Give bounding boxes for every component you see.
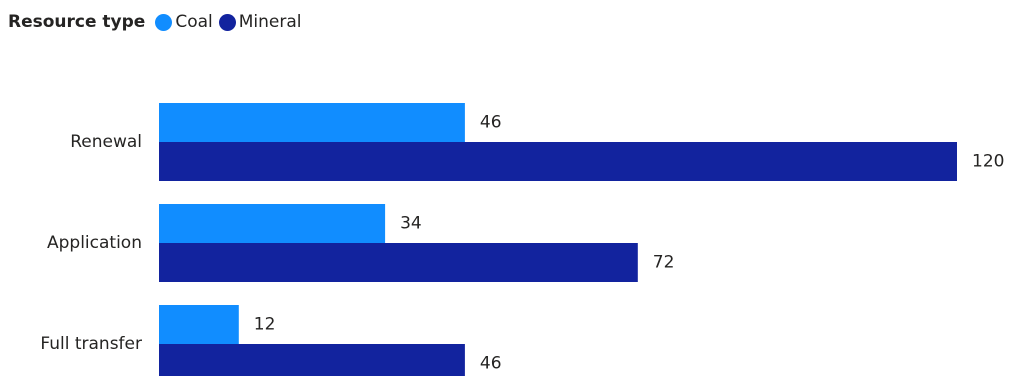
- data-label: 12: [254, 315, 276, 335]
- bar-coal[interactable]: [159, 103, 465, 142]
- category-label: Renewal: [70, 132, 142, 152]
- legend-coal-dot: [155, 13, 173, 31]
- data-label: 72: [653, 253, 675, 273]
- legend: Resource type Coal Mineral: [8, 8, 308, 36]
- legend-label-mineral: Mineral: [238, 12, 302, 32]
- bar-mineral[interactable]: [159, 142, 957, 181]
- bar-mineral[interactable]: [159, 243, 638, 282]
- category-label: Full transfer: [40, 334, 142, 354]
- bar-mineral[interactable]: [159, 344, 465, 376]
- bar-coal[interactable]: [159, 305, 239, 344]
- category-label: Application: [47, 233, 142, 253]
- legend-item-mineral[interactable]: Mineral: [218, 12, 302, 32]
- legend-item-coal[interactable]: Coal: [155, 12, 213, 32]
- data-label: 46: [480, 354, 502, 374]
- bar-coal[interactable]: [159, 204, 386, 243]
- legend-label-coal: Coal: [175, 12, 213, 32]
- legend-title: Resource type: [8, 12, 146, 32]
- data-label: 34: [400, 214, 422, 234]
- legend-mineral-dot: [218, 13, 236, 31]
- data-label: 120: [972, 152, 1004, 172]
- data-label: 46: [480, 113, 502, 133]
